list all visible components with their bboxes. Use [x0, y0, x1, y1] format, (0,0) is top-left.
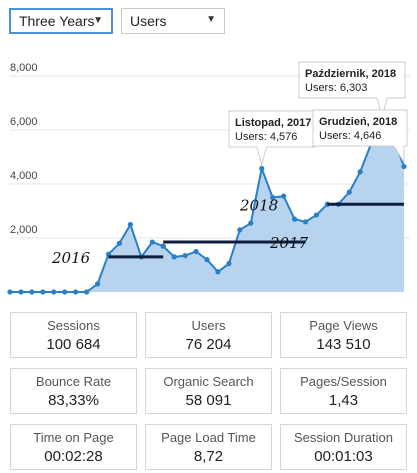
data-point[interactable] — [313, 212, 320, 218]
y-tick-label: 4,000 — [10, 170, 38, 182]
data-point[interactable] — [346, 189, 352, 195]
stat-card[interactable]: Users 76 204 — [145, 312, 272, 358]
data-point[interactable] — [149, 239, 155, 245]
period-select[interactable]: Three Years ▼ — [9, 8, 113, 34]
stat-card[interactable]: Time on Page 00:02:28 — [10, 424, 137, 470]
y-tick-label: 6,000 — [10, 116, 38, 128]
stat-card[interactable]: Session Duration 00:01:03 — [280, 424, 407, 470]
metric-select-value: Users — [130, 13, 167, 29]
tooltip-title: Październik, 2018 — [305, 68, 396, 80]
tooltip: Grudzień, 2018 Users: 4,646 — [312, 109, 408, 165]
data-point[interactable] — [7, 289, 13, 295]
stat-card[interactable]: Bounce Rate 83,33% — [10, 368, 137, 414]
data-point[interactable] — [127, 221, 133, 228]
y-axis-ticks: 2,000 4,000 6,000 8,000 — [10, 62, 38, 236]
tooltip-title: Listopad, 2017 — [235, 117, 311, 129]
chevron-down-icon: ▼ — [206, 14, 216, 25]
users-area — [10, 121, 404, 292]
stat-label: Pages/Session — [300, 373, 387, 389]
stats-grid: Sessions 100 684 Users 76 204 Page Views 143 … — [10, 312, 408, 470]
stat-label: Bounce Rate — [35, 373, 112, 389]
data-point[interactable] — [18, 289, 24, 295]
data-point[interactable] — [204, 257, 210, 263]
users-chart: 2,000 4,000 6,000 8,000 2016 2017 2018 Listop… — [7, 61, 410, 295]
period-select-value: Three Years — [19, 13, 95, 29]
data-point[interactable] — [40, 289, 46, 295]
chevron-down-icon: ▼ — [93, 15, 103, 26]
stat-value: 00:01:03 — [314, 447, 373, 465]
data-point[interactable] — [193, 248, 199, 255]
stat-value: 100 684 — [46, 335, 101, 353]
data-point[interactable] — [291, 216, 298, 222]
data-point[interactable] — [270, 194, 276, 201]
tooltip: Październik, 2018 Users: 6,303 — [298, 61, 406, 118]
data-point[interactable] — [237, 227, 243, 233]
data-point[interactable] — [357, 169, 363, 175]
y-tick-label: 8,000 — [10, 62, 38, 74]
stat-card[interactable]: Organic Search 58 091 — [145, 368, 272, 414]
tooltip-box — [298, 61, 406, 99]
stat-card[interactable]: Page Views 143 510 — [280, 312, 407, 358]
stat-label: Time on Page — [33, 429, 114, 445]
data-point[interactable] — [51, 289, 57, 295]
data-point[interactable] — [160, 243, 166, 249]
tooltip-value: Users: 4,576 — [235, 131, 297, 143]
stat-value: 83,33% — [48, 391, 99, 409]
metric-select[interactable]: Users ▼ — [121, 8, 225, 34]
data-point[interactable] — [84, 289, 90, 295]
stat-value: 00:02:28 — [44, 447, 103, 465]
tooltip-box — [312, 109, 408, 147]
data-point[interactable] — [73, 289, 79, 295]
tooltip-box — [228, 110, 316, 148]
y-tick-label: 2,000 — [10, 224, 38, 236]
tooltip-pointer-mask — [257, 145, 267, 149]
data-point[interactable] — [29, 289, 35, 295]
stat-value: 8,72 — [193, 447, 224, 465]
stat-card[interactable]: Sessions 100 684 — [10, 312, 137, 358]
stat-label: Users — [191, 317, 226, 333]
data-point[interactable] — [226, 261, 232, 267]
tooltip-pointer-mask — [394, 144, 404, 148]
stat-label: Page Load Time — [161, 429, 256, 445]
tooltip-pointer-mask — [377, 96, 387, 100]
stat-value: 58 091 — [185, 391, 232, 409]
year-annotation: 2017 — [269, 234, 309, 252]
stat-card[interactable]: Pages/Session 1,43 — [280, 368, 407, 414]
data-point[interactable] — [281, 193, 287, 199]
year-annotation: 2016 — [51, 249, 91, 267]
data-point[interactable] — [182, 252, 188, 259]
data-point[interactable] — [401, 163, 407, 170]
tooltips: Listopad, 2017 Users: 4,576 Październik, 2… — [228, 61, 408, 167]
data-point[interactable] — [171, 254, 177, 260]
tooltip-value: Users: 4,646 — [319, 130, 381, 142]
year-annotation: 2018 — [239, 196, 278, 214]
data-point[interactable] — [302, 219, 309, 225]
data-point[interactable] — [62, 289, 68, 295]
stat-label: Organic Search — [163, 373, 254, 389]
stat-card[interactable]: Page Load Time 8,72 — [145, 424, 272, 470]
tooltip-pointer — [256, 146, 268, 167]
tooltip: Listopad, 2017 Users: 4,576 — [228, 110, 316, 167]
stat-label: Session Duration — [294, 429, 393, 445]
stat-label: Page Views — [309, 317, 378, 333]
stat-value: 143 510 — [316, 335, 371, 353]
tooltip-title: Grudzień, 2018 — [319, 116, 397, 128]
data-points[interactable] — [7, 119, 407, 295]
data-point[interactable] — [94, 281, 101, 287]
data-point[interactable] — [248, 220, 254, 226]
data-point[interactable] — [215, 269, 221, 275]
stat-value: 1,43 — [328, 391, 359, 409]
stat-label: Sessions — [47, 317, 100, 333]
year-markers: 2016 2017 2018 — [51, 196, 404, 267]
data-point[interactable] — [259, 165, 265, 172]
stat-value: 76 204 — [185, 335, 232, 353]
data-point[interactable] — [116, 240, 123, 246]
tooltip-value: Users: 6,303 — [305, 82, 367, 94]
